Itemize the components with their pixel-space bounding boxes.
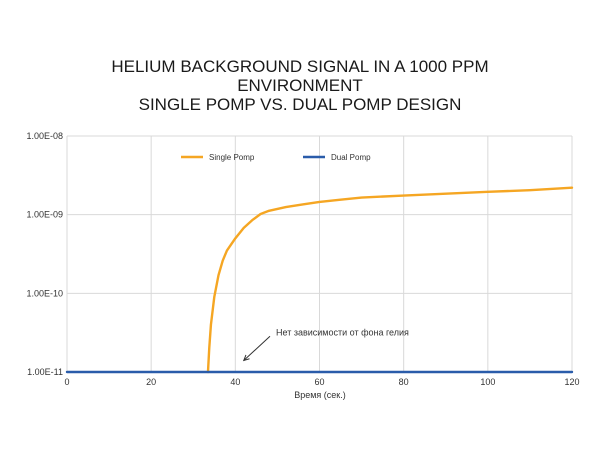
y-tick-label: 1.00E-10 bbox=[26, 288, 63, 298]
annotation-arrowhead bbox=[242, 354, 250, 362]
chart-title-line-3: SINGLE POMP VS. DUAL POMP DESIGN bbox=[139, 95, 462, 114]
series-layer bbox=[65, 186, 574, 374]
legend-entry: Single Pomp bbox=[209, 153, 255, 162]
x-tick-label: 80 bbox=[399, 377, 409, 387]
x-tick-label: 0 bbox=[64, 377, 69, 387]
series-line-1 bbox=[206, 186, 574, 374]
x-tick-label: 120 bbox=[564, 377, 579, 387]
annotation-text: Нет зависимости от фона гелия bbox=[276, 327, 409, 337]
legend: Single Pomp Dual Pomp bbox=[181, 153, 371, 162]
y-tick-label: 1.00E-09 bbox=[26, 210, 63, 220]
x-tick-label: 100 bbox=[480, 377, 495, 387]
annotation-arrow bbox=[243, 335, 271, 361]
y-tick-label: 1.00E-11 bbox=[27, 367, 63, 377]
y-tick-label: 1.00E-08 bbox=[26, 131, 63, 141]
annotations: Нет зависимости от фона гелия bbox=[242, 327, 409, 362]
tick-labels: 0 20 40 60 80 100 120 1.00E-11 1.00E-10 1.00E-09 1… bbox=[26, 131, 579, 387]
chart-title-line-2: ENVIRONMENT bbox=[237, 76, 363, 95]
chart-title-line-1: HELIUM BACKGROUND SIGNAL IN A 1000 PPM bbox=[111, 57, 488, 76]
x-tick-label: 20 bbox=[146, 377, 156, 387]
chart-title: HELIUM BACKGROUND SIGNAL IN A 1000 PPM E… bbox=[111, 57, 488, 114]
x-tick-label: 40 bbox=[230, 377, 240, 387]
legend-entry: Dual Pomp bbox=[331, 153, 371, 162]
x-axis-label: Время (сек.) bbox=[294, 390, 346, 400]
x-tick-label: 60 bbox=[314, 377, 324, 387]
grid bbox=[66, 135, 573, 373]
